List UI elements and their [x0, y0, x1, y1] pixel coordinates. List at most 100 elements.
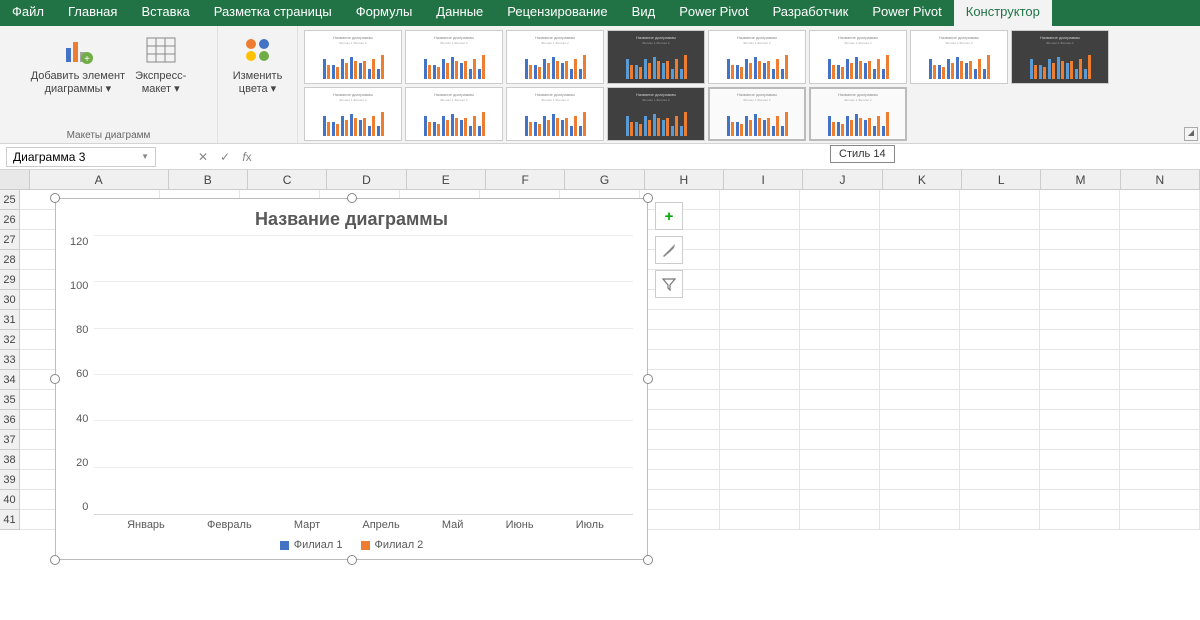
row-header[interactable]: 37 — [0, 430, 19, 450]
row-header[interactable]: 28 — [0, 250, 19, 270]
name-box[interactable]: Диаграмма 3 ▼ — [6, 147, 156, 167]
column-header[interactable]: F — [486, 170, 565, 189]
resize-handle-bl[interactable] — [50, 555, 60, 565]
chart-filters-button[interactable] — [655, 270, 683, 298]
chart-bars — [94, 236, 633, 514]
resize-handle-mr[interactable] — [643, 374, 653, 384]
chart-style-thumb[interactable]: Название диаграммыФилиал 1 Филиал 2 — [1011, 30, 1109, 84]
row-header[interactable]: 26 — [0, 210, 19, 230]
quick-layout-button[interactable]: Экспресс-макет ▾ — [131, 30, 190, 97]
ribbon-tab[interactable]: Формулы — [344, 0, 425, 26]
row-header[interactable]: 38 — [0, 450, 19, 470]
row-header[interactable]: 35 — [0, 390, 19, 410]
column-header[interactable]: A — [30, 170, 169, 189]
ribbon-tab[interactable]: Данные — [424, 0, 495, 26]
grid-body: 2526272829303132333435363738394041 Назва… — [0, 190, 1200, 530]
row-header[interactable]: 40 — [0, 490, 19, 510]
row-header[interactable]: 33 — [0, 350, 19, 370]
row-header[interactable]: 41 — [0, 510, 19, 530]
chart-styles-button[interactable] — [655, 236, 683, 264]
column-header[interactable]: E — [407, 170, 486, 189]
chart-legend[interactable]: Филиал 1 Филиал 2 — [70, 531, 633, 553]
row-header[interactable]: 34 — [0, 370, 19, 390]
chart-styles-gallery: Название диаграммыФилиал 1 Филиал 2Назва… — [298, 26, 1200, 143]
resize-handle-br[interactable] — [643, 555, 653, 565]
chart-style-thumb[interactable]: Название диаграммыФилиал 1 Филиал 2 — [607, 87, 705, 141]
quick-layout-icon — [143, 32, 179, 68]
row-header[interactable]: 27 — [0, 230, 19, 250]
column-header[interactable]: H — [645, 170, 724, 189]
column-header[interactable]: J — [803, 170, 882, 189]
column-header[interactable]: I — [724, 170, 803, 189]
chart-style-thumb[interactable]: Название диаграммыФилиал 1 Филиал 2 — [910, 30, 1008, 84]
x-tick-label: Июнь — [506, 519, 534, 531]
row-header[interactable]: 25 — [0, 190, 19, 210]
chart-style-thumb[interactable]: Название диаграммыФилиал 1 Филиал 2 — [405, 87, 503, 141]
y-tick-label: 80 — [76, 324, 88, 336]
column-header[interactable]: N — [1121, 170, 1200, 189]
row-header[interactable]: 30 — [0, 290, 19, 310]
ribbon-tab[interactable]: Power Pivot — [667, 0, 760, 26]
add-element-icon: + — [60, 32, 96, 68]
row-header[interactable]: 31 — [0, 310, 19, 330]
ribbon-tab[interactable]: Рецензирование — [495, 0, 619, 26]
x-tick-label: Июль — [576, 519, 604, 531]
formula-bar: Диаграмма 3 ▼ ✕ ✓ fx — [0, 144, 1200, 170]
row-header[interactable]: 29 — [0, 270, 19, 290]
ribbon-tab[interactable]: Разработчик — [761, 0, 861, 26]
y-tick-label: 60 — [76, 368, 88, 380]
chart-y-axis: 120100806040200 — [70, 236, 94, 515]
row-header[interactable]: 36 — [0, 410, 19, 430]
chart-style-thumb[interactable]: Название диаграммыФилиал 1 Филиал 2 — [405, 30, 503, 84]
change-colors-label: Изменитьцвета ▾ — [233, 70, 283, 95]
chart-style-thumb[interactable]: Название диаграммыФилиал 1 Филиал 2 — [304, 87, 402, 141]
chart-title[interactable]: Название диаграммы — [70, 209, 633, 230]
column-header[interactable]: L — [962, 170, 1041, 189]
chart-style-thumb[interactable]: Название диаграммыФилиал 1 Филиал 2 — [708, 87, 806, 141]
formula-input[interactable] — [258, 147, 1200, 167]
change-colors-icon — [240, 32, 276, 68]
column-header[interactable]: G — [565, 170, 644, 189]
chart-style-thumb[interactable]: Название диаграммыФилиал 1 Филиал 2 — [607, 30, 705, 84]
ribbon-tab[interactable]: Главная — [56, 0, 129, 26]
formula-cancel-button[interactable]: ✕ — [192, 150, 214, 164]
column-header[interactable]: K — [883, 170, 962, 189]
resize-handle-tl[interactable] — [50, 193, 60, 203]
chart-style-thumb[interactable]: Название диаграммыФилиал 1 Филиал 2 — [506, 87, 604, 141]
chart-style-thumb[interactable]: Название диаграммыФилиал 1 Филиал 2 — [708, 30, 806, 84]
column-header[interactable]: D — [327, 170, 406, 189]
insert-function-button[interactable]: fx — [236, 150, 258, 164]
row-header[interactable]: 39 — [0, 470, 19, 490]
gallery-expand-button[interactable]: ◢ — [1184, 127, 1198, 141]
change-colors-button[interactable]: Изменитьцвета ▾ — [229, 30, 287, 97]
x-tick-label: Май — [442, 519, 464, 531]
chart-style-thumb[interactable]: Название диаграммыФилиал 1 Филиал 2 — [809, 30, 907, 84]
column-header[interactable]: B — [169, 170, 248, 189]
resize-handle-tr[interactable] — [643, 193, 653, 203]
cells-area[interactable]: Название диаграммы 120100806040200 Январ… — [20, 190, 1200, 530]
row-header[interactable]: 32 — [0, 330, 19, 350]
chart-style-thumb[interactable]: Название диаграммыФилиал 1 Филиал 2 — [809, 87, 907, 141]
x-tick-label: Апрель — [362, 519, 399, 531]
resize-handle-bm[interactable] — [347, 555, 357, 565]
chart-style-thumb[interactable]: Название диаграммыФилиал 1 Филиал 2 — [506, 30, 604, 84]
resize-handle-tm[interactable] — [347, 193, 357, 203]
chart-plot-area[interactable] — [94, 236, 633, 515]
chart-elements-button[interactable]: + — [655, 202, 683, 230]
formula-accept-button[interactable]: ✓ — [214, 150, 236, 164]
resize-handle-ml[interactable] — [50, 374, 60, 384]
select-all-corner[interactable] — [0, 170, 30, 189]
chart-object[interactable]: Название диаграммы 120100806040200 Январ… — [55, 198, 648, 560]
chart-style-thumb[interactable]: Название диаграммыФилиал 1 Филиал 2 — [304, 30, 402, 84]
ribbon-tab[interactable]: Вид — [620, 0, 668, 26]
column-header[interactable]: C — [248, 170, 327, 189]
ribbon-tab[interactable]: Power Pivot — [860, 0, 953, 26]
ribbon-tab[interactable]: Разметка страницы — [202, 0, 344, 26]
ribbon-tab[interactable]: Вставка — [129, 0, 201, 26]
ribbon-tab[interactable]: Конструктор — [954, 0, 1052, 26]
legend-item[interactable]: Филиал 1 — [280, 539, 343, 551]
column-header[interactable]: M — [1041, 170, 1120, 189]
legend-item[interactable]: Филиал 2 — [361, 539, 424, 551]
ribbon-tab[interactable]: Файл — [0, 0, 56, 26]
add-chart-element-button[interactable]: + Добавить элементдиаграммы ▾ — [27, 30, 129, 97]
